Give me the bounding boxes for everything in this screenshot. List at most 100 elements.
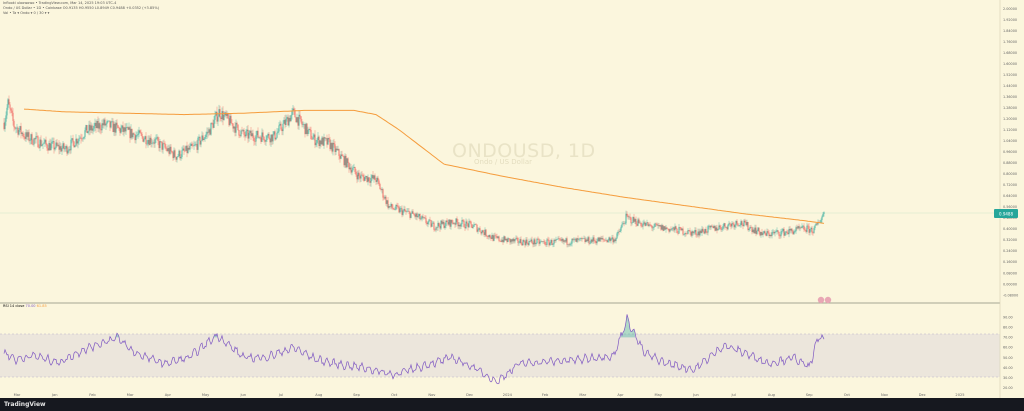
candle-body	[37, 136, 39, 148]
candle-body	[581, 237, 583, 239]
candle-body	[621, 224, 623, 228]
candle-body	[453, 223, 455, 224]
candle-body	[136, 135, 138, 136]
candle-body	[145, 136, 147, 145]
candle-body	[61, 148, 63, 152]
candle-body	[216, 111, 218, 122]
candle-body	[205, 134, 207, 138]
candle-body	[181, 150, 183, 157]
candle-body	[798, 226, 800, 229]
candle-body	[313, 134, 315, 138]
candle-body	[431, 223, 433, 227]
candle-body	[489, 235, 491, 238]
candle-body	[141, 133, 143, 137]
candle-body	[449, 219, 451, 227]
candle-body	[354, 166, 356, 172]
candle-body	[295, 117, 297, 123]
event-marker-1[interactable]	[817, 296, 825, 304]
candle-body	[401, 208, 403, 215]
candle-body	[641, 225, 643, 227]
candle-body	[104, 119, 106, 126]
candle-body	[795, 227, 797, 232]
candle-body	[506, 239, 508, 243]
candle-body	[8, 99, 10, 105]
candle-body	[359, 176, 361, 179]
candle-body	[247, 129, 249, 139]
moving-average-line	[23, 108, 825, 224]
candle-body	[815, 223, 817, 226]
candle-body	[231, 123, 233, 124]
candle-body	[531, 239, 533, 243]
candle-body	[801, 226, 803, 228]
price-tick-label: 1.60000	[1003, 62, 1017, 66]
candle-body	[459, 224, 461, 227]
candle-body	[350, 167, 352, 173]
candle-body	[155, 138, 157, 140]
candle-body	[559, 238, 561, 240]
candle-body	[811, 227, 813, 233]
candle-body	[635, 219, 637, 225]
candle-body	[799, 227, 801, 229]
candle-body	[25, 132, 27, 139]
time-tick-label: Oct	[391, 393, 398, 397]
rsi-tick-label: 20.00	[1003, 386, 1013, 390]
rsi-tick-label: 40.00	[1003, 366, 1013, 370]
tradingview-logo[interactable]: TradingView	[4, 401, 46, 408]
candle-body	[518, 242, 520, 244]
candle-body	[456, 218, 458, 223]
candle-body	[515, 237, 517, 240]
candle-body	[207, 131, 209, 133]
candle-body	[187, 147, 189, 154]
candle-body	[414, 214, 416, 217]
candle-body	[16, 127, 18, 129]
candle-body	[597, 237, 599, 242]
candle-body	[22, 132, 24, 137]
candle-body	[44, 139, 46, 143]
candle-body	[557, 238, 559, 240]
candle-body	[10, 108, 12, 111]
candle-body	[785, 231, 787, 233]
candle-body	[303, 124, 305, 125]
candle-body	[446, 220, 448, 223]
candle-body	[792, 231, 794, 235]
candle-body	[139, 130, 141, 133]
candle-body	[767, 231, 769, 233]
candle-body	[588, 237, 590, 244]
candle-body	[160, 141, 162, 142]
price-tick-label: -0.08000	[1003, 293, 1018, 297]
candle-body	[505, 239, 507, 241]
time-tick-label: Jul	[731, 393, 736, 397]
candle-body	[421, 216, 423, 219]
price-chart[interactable]: 2.00000 1.92000 1.84000 1.76000 1.68000 1.600…	[0, 0, 1024, 398]
candle-body	[613, 239, 615, 243]
candle-body	[113, 123, 115, 133]
candle-body	[738, 225, 740, 226]
candle-body	[643, 222, 645, 224]
candle-body	[817, 222, 819, 225]
candle-body	[771, 232, 773, 236]
candle-body	[592, 237, 594, 242]
candle-body	[38, 147, 40, 148]
candle-body	[622, 223, 624, 225]
candle-body	[140, 132, 142, 134]
candle-body	[716, 227, 718, 231]
candle-body	[326, 138, 328, 145]
candle-body	[488, 235, 490, 238]
candle-body	[663, 226, 665, 231]
event-marker-2[interactable]	[824, 296, 832, 304]
rsi-legend: RSI 14 close 70.00 61.85	[3, 304, 47, 308]
candle-body	[687, 230, 689, 234]
candle-body	[618, 231, 620, 233]
time-axis: Mar Jan Feb Mar Apr May Jun Jul Aug Sep Oct Nov Dec 2…	[14, 393, 965, 397]
candle-body	[619, 230, 621, 233]
candle-body	[124, 127, 126, 132]
candle-body	[218, 109, 220, 117]
candle-body	[512, 238, 514, 242]
candle-body	[754, 227, 756, 234]
candle-body	[683, 234, 685, 235]
candle-body	[614, 239, 616, 242]
candle-body	[289, 117, 291, 122]
candle-body	[774, 231, 776, 234]
candle-body	[637, 219, 639, 226]
candle-body	[528, 241, 530, 245]
